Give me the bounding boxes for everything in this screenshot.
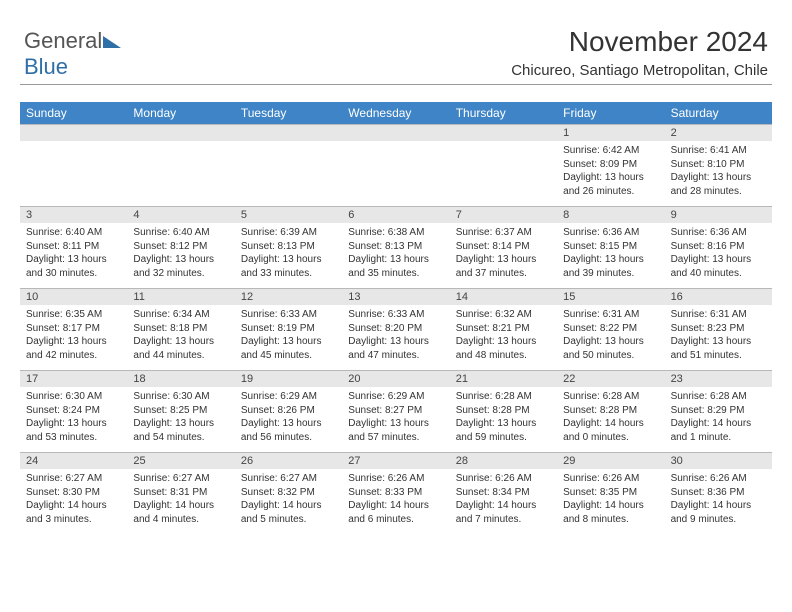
day-detail: Sunrise: 6:29 AMSunset: 8:27 PMDaylight:… — [342, 387, 449, 452]
day-number: 9 — [665, 206, 772, 223]
weekday-label: Sunday — [20, 102, 127, 124]
day-detail: Sunrise: 6:26 AMSunset: 8:34 PMDaylight:… — [450, 469, 557, 534]
day-detail: Sunrise: 6:26 AMSunset: 8:35 PMDaylight:… — [557, 469, 664, 534]
day-number: 28 — [450, 452, 557, 469]
day-number: 2 — [665, 124, 772, 141]
day-detail: Sunrise: 6:27 AMSunset: 8:30 PMDaylight:… — [20, 469, 127, 534]
day-detail-row: Sunrise: 6:30 AMSunset: 8:24 PMDaylight:… — [20, 387, 772, 452]
day-number-row: 24252627282930 — [20, 452, 772, 469]
day-number: 22 — [557, 370, 664, 387]
page-title: November 2024 — [569, 26, 768, 58]
weekday-header: SundayMondayTuesdayWednesdayThursdayFrid… — [20, 102, 772, 124]
day-detail-row: Sunrise: 6:27 AMSunset: 8:30 PMDaylight:… — [20, 469, 772, 534]
weekday-label: Wednesday — [342, 102, 449, 124]
day-number — [450, 124, 557, 141]
day-detail: Sunrise: 6:40 AMSunset: 8:12 PMDaylight:… — [127, 223, 234, 288]
day-detail-row: Sunrise: 6:40 AMSunset: 8:11 PMDaylight:… — [20, 223, 772, 288]
day-number: 6 — [342, 206, 449, 223]
day-number-row: 3456789 — [20, 206, 772, 223]
day-detail: Sunrise: 6:30 AMSunset: 8:25 PMDaylight:… — [127, 387, 234, 452]
day-number: 27 — [342, 452, 449, 469]
day-number: 21 — [450, 370, 557, 387]
day-detail: Sunrise: 6:42 AMSunset: 8:09 PMDaylight:… — [557, 141, 664, 206]
day-detail: Sunrise: 6:28 AMSunset: 8:28 PMDaylight:… — [557, 387, 664, 452]
weekday-label: Friday — [557, 102, 664, 124]
day-number: 5 — [235, 206, 342, 223]
day-number: 19 — [235, 370, 342, 387]
day-number-row: 17181920212223 — [20, 370, 772, 387]
day-detail: Sunrise: 6:37 AMSunset: 8:14 PMDaylight:… — [450, 223, 557, 288]
day-number-row: 10111213141516 — [20, 288, 772, 305]
day-number: 26 — [235, 452, 342, 469]
day-detail: Sunrise: 6:31 AMSunset: 8:23 PMDaylight:… — [665, 305, 772, 370]
day-detail-row: Sunrise: 6:42 AMSunset: 8:09 PMDaylight:… — [20, 141, 772, 206]
calendar: SundayMondayTuesdayWednesdayThursdayFrid… — [20, 102, 772, 534]
day-number — [235, 124, 342, 141]
day-detail — [127, 141, 234, 206]
day-detail: Sunrise: 6:33 AMSunset: 8:20 PMDaylight:… — [342, 305, 449, 370]
day-detail: Sunrise: 6:28 AMSunset: 8:28 PMDaylight:… — [450, 387, 557, 452]
day-number: 15 — [557, 288, 664, 305]
day-number: 24 — [20, 452, 127, 469]
day-detail: Sunrise: 6:27 AMSunset: 8:32 PMDaylight:… — [235, 469, 342, 534]
weekday-label: Monday — [127, 102, 234, 124]
day-detail — [20, 141, 127, 206]
day-number: 3 — [20, 206, 127, 223]
day-detail: Sunrise: 6:26 AMSunset: 8:36 PMDaylight:… — [665, 469, 772, 534]
day-detail: Sunrise: 6:31 AMSunset: 8:22 PMDaylight:… — [557, 305, 664, 370]
day-number — [127, 124, 234, 141]
day-detail: Sunrise: 6:35 AMSunset: 8:17 PMDaylight:… — [20, 305, 127, 370]
day-number: 23 — [665, 370, 772, 387]
day-number: 12 — [235, 288, 342, 305]
page-subtitle: Chicureo, Santiago Metropolitan, Chile — [511, 62, 768, 79]
day-number — [20, 124, 127, 141]
day-detail — [450, 141, 557, 206]
day-detail: Sunrise: 6:29 AMSunset: 8:26 PMDaylight:… — [235, 387, 342, 452]
day-number: 7 — [450, 206, 557, 223]
day-detail: Sunrise: 6:28 AMSunset: 8:29 PMDaylight:… — [665, 387, 772, 452]
logo: General Blue — [24, 28, 121, 80]
weekday-label: Saturday — [665, 102, 772, 124]
day-number: 14 — [450, 288, 557, 305]
day-detail: Sunrise: 6:30 AMSunset: 8:24 PMDaylight:… — [20, 387, 127, 452]
weekday-label: Tuesday — [235, 102, 342, 124]
day-number: 18 — [127, 370, 234, 387]
day-number-row: 12 — [20, 124, 772, 141]
day-detail: Sunrise: 6:33 AMSunset: 8:19 PMDaylight:… — [235, 305, 342, 370]
day-number: 1 — [557, 124, 664, 141]
day-detail: Sunrise: 6:39 AMSunset: 8:13 PMDaylight:… — [235, 223, 342, 288]
day-number: 4 — [127, 206, 234, 223]
day-number: 20 — [342, 370, 449, 387]
day-detail: Sunrise: 6:34 AMSunset: 8:18 PMDaylight:… — [127, 305, 234, 370]
day-number: 16 — [665, 288, 772, 305]
day-number — [342, 124, 449, 141]
day-number: 11 — [127, 288, 234, 305]
logo-text-2: Blue — [24, 54, 68, 79]
day-detail — [342, 141, 449, 206]
day-number: 8 — [557, 206, 664, 223]
day-detail — [235, 141, 342, 206]
title-rule — [20, 84, 772, 85]
logo-triangle-icon — [103, 36, 121, 48]
weekday-label: Thursday — [450, 102, 557, 124]
day-detail: Sunrise: 6:36 AMSunset: 8:16 PMDaylight:… — [665, 223, 772, 288]
day-number: 10 — [20, 288, 127, 305]
day-detail: Sunrise: 6:27 AMSunset: 8:31 PMDaylight:… — [127, 469, 234, 534]
day-detail: Sunrise: 6:36 AMSunset: 8:15 PMDaylight:… — [557, 223, 664, 288]
logo-text-1: General — [24, 28, 102, 53]
day-number: 29 — [557, 452, 664, 469]
day-number: 17 — [20, 370, 127, 387]
day-detail: Sunrise: 6:26 AMSunset: 8:33 PMDaylight:… — [342, 469, 449, 534]
day-number: 25 — [127, 452, 234, 469]
day-detail-row: Sunrise: 6:35 AMSunset: 8:17 PMDaylight:… — [20, 305, 772, 370]
day-detail: Sunrise: 6:38 AMSunset: 8:13 PMDaylight:… — [342, 223, 449, 288]
day-detail: Sunrise: 6:40 AMSunset: 8:11 PMDaylight:… — [20, 223, 127, 288]
day-detail: Sunrise: 6:41 AMSunset: 8:10 PMDaylight:… — [665, 141, 772, 206]
day-detail: Sunrise: 6:32 AMSunset: 8:21 PMDaylight:… — [450, 305, 557, 370]
day-number: 30 — [665, 452, 772, 469]
day-number: 13 — [342, 288, 449, 305]
